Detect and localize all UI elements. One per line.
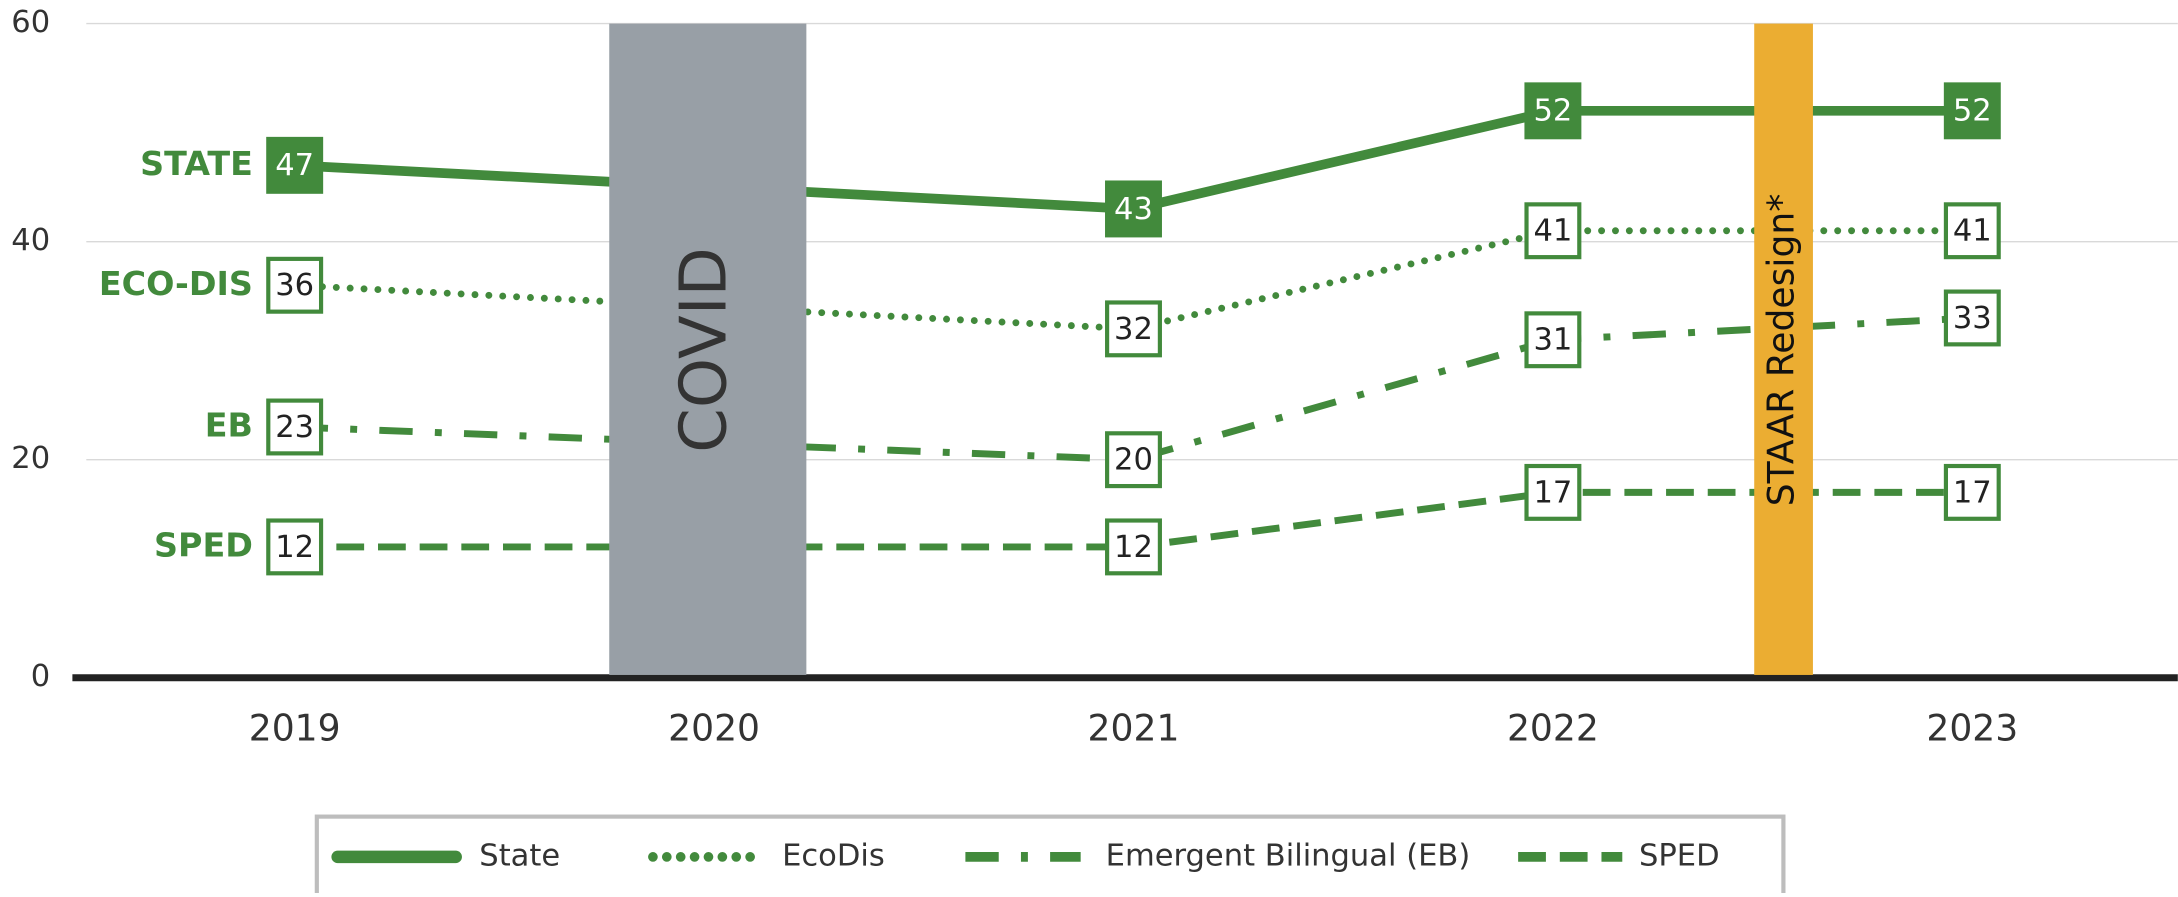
legend-label: EcoDis xyxy=(782,838,885,873)
series-label: STATE xyxy=(140,144,253,183)
data-label: 17 xyxy=(1533,475,1572,510)
data-label: 43 xyxy=(1114,192,1153,227)
band-label: STAAR Redesign* xyxy=(1760,194,1803,507)
series-label: EB xyxy=(205,405,253,444)
data-label: 52 xyxy=(1533,94,1572,129)
marker xyxy=(1943,289,2001,347)
data-label: 12 xyxy=(1114,530,1153,565)
marker xyxy=(1105,300,1162,358)
x-tick-label: 2021 xyxy=(1088,707,1180,750)
data-label: 32 xyxy=(1114,312,1153,347)
marker xyxy=(1943,463,2001,521)
marker xyxy=(1524,311,1582,369)
data-label: 47 xyxy=(275,148,314,183)
y-tick-label: 60 xyxy=(11,5,50,40)
y-tick-label: 0 xyxy=(31,659,50,694)
marker xyxy=(266,518,324,576)
marker xyxy=(1524,82,1582,140)
marker xyxy=(266,398,324,456)
series-label: SPED xyxy=(154,525,253,564)
marker xyxy=(1524,202,1582,260)
y-tick-label: 40 xyxy=(11,223,50,258)
data-label: 33 xyxy=(1953,301,1992,336)
legend-label: State xyxy=(479,838,560,873)
band xyxy=(609,23,807,675)
marker xyxy=(1943,202,2001,260)
marker xyxy=(266,256,324,314)
data-label: 20 xyxy=(1114,443,1153,478)
marker xyxy=(1524,463,1582,521)
x-tick-label: 2023 xyxy=(1926,707,2018,750)
legend-label: SPED xyxy=(1639,838,1720,873)
data-label: 31 xyxy=(1533,323,1572,358)
data-label: 52 xyxy=(1953,94,1992,129)
data-label: 12 xyxy=(275,530,314,565)
marker xyxy=(1943,82,2001,140)
legend-label: Emergent Bilingual (EB) xyxy=(1106,838,1471,873)
marker xyxy=(1105,431,1162,489)
x-tick-label: 2019 xyxy=(249,707,341,750)
x-tick-label: 2020 xyxy=(668,707,760,750)
marker xyxy=(1105,180,1162,238)
band-label: COVID xyxy=(667,247,741,452)
data-label: 23 xyxy=(275,410,314,445)
band xyxy=(1754,23,1813,675)
data-label: 17 xyxy=(1953,475,1992,510)
data-label: 41 xyxy=(1953,214,1992,249)
marker xyxy=(1105,518,1162,576)
data-label: 36 xyxy=(275,268,314,303)
y-tick-label: 20 xyxy=(11,441,50,476)
series-label: ECO-DIS xyxy=(99,264,253,303)
marker xyxy=(266,136,324,194)
data-label: 41 xyxy=(1533,214,1572,249)
x-tick-label: 2022 xyxy=(1507,707,1599,750)
